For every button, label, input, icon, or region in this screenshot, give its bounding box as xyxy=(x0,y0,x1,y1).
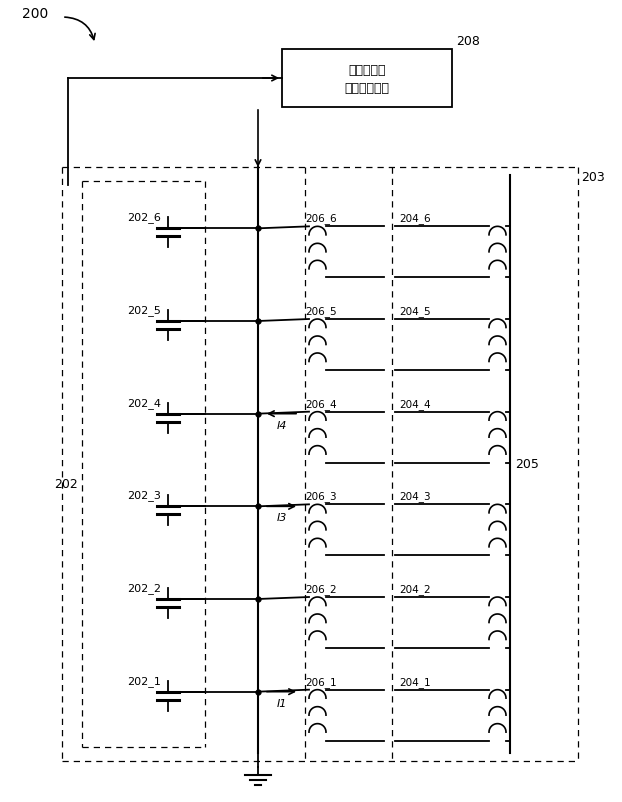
Bar xyxy=(282,50,452,107)
Text: 203: 203 xyxy=(581,171,605,184)
Text: 204_5: 204_5 xyxy=(399,306,430,317)
Text: 202_1: 202_1 xyxy=(127,675,161,686)
Text: 206_1: 206_1 xyxy=(305,676,337,687)
Text: 206_2: 206_2 xyxy=(305,583,337,594)
Text: 206_6: 206_6 xyxy=(305,213,337,224)
Text: I1: I1 xyxy=(276,698,287,708)
Text: 202_3: 202_3 xyxy=(127,490,161,500)
Text: 202_2: 202_2 xyxy=(127,582,161,593)
Text: 202_5: 202_5 xyxy=(127,305,161,316)
Text: 205: 205 xyxy=(515,458,539,471)
Text: 202: 202 xyxy=(54,478,78,491)
Text: 200: 200 xyxy=(22,7,48,21)
Text: 206_4: 206_4 xyxy=(305,399,337,409)
Text: 検出および: 検出および xyxy=(348,63,386,76)
Text: 制御ユニット: 制御ユニット xyxy=(345,81,389,95)
Text: 204_6: 204_6 xyxy=(399,213,430,224)
Text: 208: 208 xyxy=(456,35,480,48)
Text: I4: I4 xyxy=(276,420,287,430)
Text: I3: I3 xyxy=(276,512,287,523)
Text: 202_4: 202_4 xyxy=(127,397,161,408)
Text: 206_3: 206_3 xyxy=(305,491,337,502)
Text: 204_3: 204_3 xyxy=(399,491,430,502)
Text: 204_1: 204_1 xyxy=(399,676,430,687)
Text: 204_4: 204_4 xyxy=(399,399,430,409)
Text: 206_5: 206_5 xyxy=(305,306,337,317)
Text: 204_2: 204_2 xyxy=(399,583,430,594)
Text: 202_6: 202_6 xyxy=(127,213,161,223)
